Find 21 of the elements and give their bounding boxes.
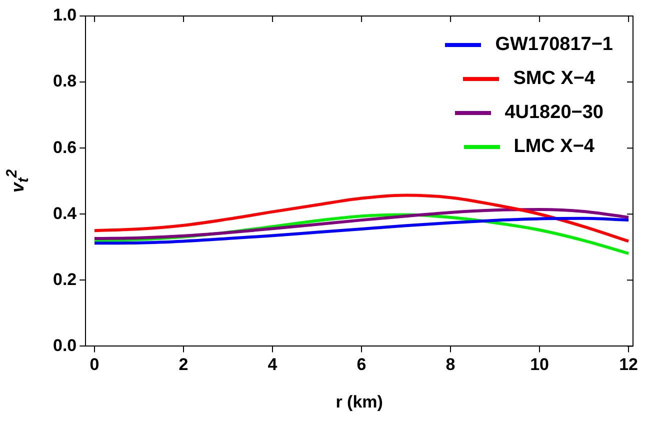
legend-label: 4U1820−30 xyxy=(504,102,604,124)
y-tick-label: 0.4 xyxy=(52,204,78,223)
legend-label: GW170817−1 xyxy=(495,34,613,56)
x-tick-label: 8 xyxy=(446,355,456,374)
legend-label: SMC X−4 xyxy=(513,68,596,90)
x-tick-label: 12 xyxy=(619,355,638,374)
legend-label: LMC X−4 xyxy=(514,136,594,158)
y-tick-label: 0.0 xyxy=(52,336,77,355)
line-series xyxy=(93,194,630,243)
y-tick-label: 0.6 xyxy=(52,138,77,157)
x-tick-label: 4 xyxy=(268,355,278,374)
y-tick-label: 0.2 xyxy=(52,270,77,289)
y-tick-label: 1.0 xyxy=(52,6,77,25)
line-series xyxy=(93,208,630,240)
x-tick-label: 2 xyxy=(178,355,188,374)
y-tick-label: 0.8 xyxy=(52,72,77,91)
x-tick-label: 10 xyxy=(530,355,550,374)
line-series xyxy=(93,216,630,245)
x-axis-title: r (km) xyxy=(336,392,383,412)
x-tick-label: 0 xyxy=(90,355,100,374)
x-tick-label: 6 xyxy=(356,355,366,374)
